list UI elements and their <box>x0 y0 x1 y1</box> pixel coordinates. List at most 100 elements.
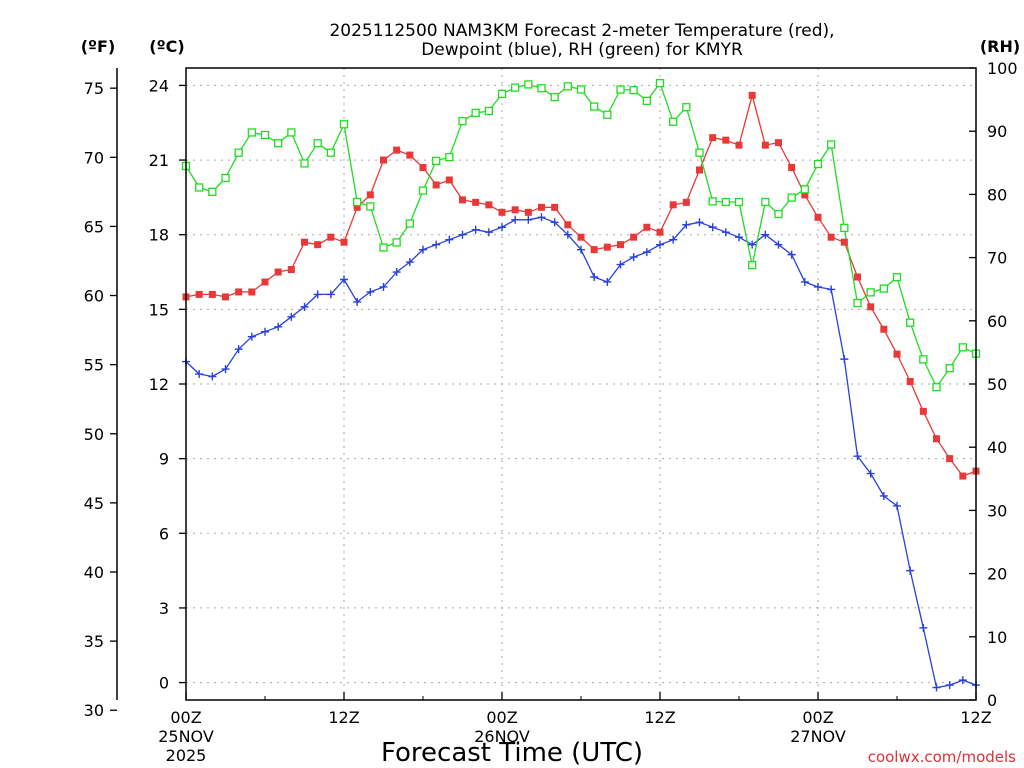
temperature-point <box>735 141 743 149</box>
fahrenheit-tick-label: 50 <box>84 425 104 444</box>
dewpoint-point <box>748 240 757 249</box>
fahrenheit-tick-label: 65 <box>84 217 104 236</box>
temperature-point <box>314 241 322 249</box>
rh-tick-label: 100 <box>987 59 1018 78</box>
rh-point <box>958 343 967 352</box>
rh-point <box>603 110 612 119</box>
rh-point <box>300 159 309 168</box>
rh-point <box>563 82 572 91</box>
temperature-point <box>261 278 269 286</box>
x-tick-label: 12Z <box>644 708 675 727</box>
rh-point <box>366 202 375 211</box>
rh-tick-label: 0 <box>987 691 997 710</box>
rh-point <box>537 84 546 93</box>
rh-point <box>524 80 533 89</box>
dewpoint-point <box>642 248 651 257</box>
dewpoint-point <box>340 275 348 284</box>
dewpoint-point <box>590 273 599 282</box>
dewpoint-point <box>208 372 217 381</box>
temperature-point <box>459 196 466 204</box>
dewpoint-point <box>787 250 796 259</box>
dewpoint-point <box>708 223 717 232</box>
temperature-point <box>919 407 927 415</box>
dewpoint-point <box>695 218 704 227</box>
dewpoint-point <box>287 312 296 321</box>
temperature-point <box>208 290 216 298</box>
dewpoint-point <box>853 452 862 461</box>
temperature-point <box>801 191 809 199</box>
rh-point <box>616 85 625 94</box>
temperature-point <box>761 141 769 149</box>
temperature-point <box>946 455 954 463</box>
rh-tick-label: 70 <box>987 249 1007 268</box>
dewpoint-point <box>814 282 822 291</box>
rh-point <box>761 197 770 207</box>
rh-tick-label: 50 <box>987 375 1007 394</box>
rh-point <box>234 148 243 157</box>
rh-point <box>445 152 454 162</box>
rh-unit-label: (RH) <box>980 37 1020 56</box>
rh-point <box>484 106 493 116</box>
dewpoint-point <box>353 297 362 306</box>
rh-point <box>458 116 467 126</box>
fahrenheit-tick-label: 70 <box>84 148 104 167</box>
temperature-point <box>603 243 611 251</box>
temperature-point <box>248 288 256 296</box>
dewpoint-point <box>563 230 572 239</box>
dewpoint-point <box>511 215 520 224</box>
fahrenheit-tick-label: 45 <box>84 494 104 513</box>
rh-point <box>813 159 823 169</box>
rh-point <box>892 273 902 282</box>
temperature-point <box>222 293 229 301</box>
temperature-point <box>840 238 848 246</box>
celsius-tick-label: 9 <box>159 450 169 469</box>
rh-point <box>853 298 862 308</box>
dewpoint-point <box>906 566 915 575</box>
temperature-point <box>301 238 308 246</box>
temperature-point <box>893 350 901 358</box>
rh-point <box>497 89 507 99</box>
temperature-point <box>445 176 453 184</box>
rh-point <box>932 383 941 392</box>
temperature-point <box>827 233 835 241</box>
x-tick-label: 12Z <box>328 708 359 727</box>
dewpoint-point <box>537 213 546 222</box>
dewpoint-point <box>247 332 256 341</box>
dewpoint-point <box>471 225 480 234</box>
rh-point <box>774 209 783 219</box>
temperature-point <box>366 191 374 199</box>
rh-tick-label: 10 <box>987 628 1007 647</box>
dewpoint-point <box>234 345 243 354</box>
rh-point <box>866 288 875 297</box>
dewpoint-point <box>221 365 230 374</box>
temperature-point <box>195 290 203 298</box>
dewpoint-point <box>800 277 809 286</box>
rh-point <box>511 83 520 92</box>
temperature-point <box>380 156 387 164</box>
dewpoint-point <box>326 290 335 299</box>
dewpoint-point <box>524 215 533 224</box>
rh-point <box>339 120 349 129</box>
chart-title-line-2: Dewpoint (blue), RH (green) for KMYR <box>421 40 743 60</box>
rh-point <box>708 197 717 206</box>
dewpoint-point <box>682 220 691 229</box>
rh-tick-label: 30 <box>987 501 1007 520</box>
fahrenheit-tick-label: 40 <box>84 563 104 582</box>
x-year-label: 2025 <box>166 746 207 765</box>
temperature-point <box>643 223 651 231</box>
rh-point <box>208 187 217 197</box>
temperature-point <box>274 268 282 276</box>
rh-point <box>879 284 888 293</box>
temperature-point <box>775 139 782 147</box>
dewpoint-point <box>761 230 770 239</box>
dewpoint-point <box>603 277 612 286</box>
rh-point <box>287 128 296 137</box>
rh-point <box>840 223 849 233</box>
rh-point <box>669 117 678 126</box>
rh-point <box>418 186 428 195</box>
rh-point <box>221 173 230 183</box>
dewpoint-point <box>879 491 888 500</box>
dewpoint-point <box>458 230 467 239</box>
dewpoint-point <box>656 240 664 249</box>
celsius-tick-label: 0 <box>159 674 169 693</box>
